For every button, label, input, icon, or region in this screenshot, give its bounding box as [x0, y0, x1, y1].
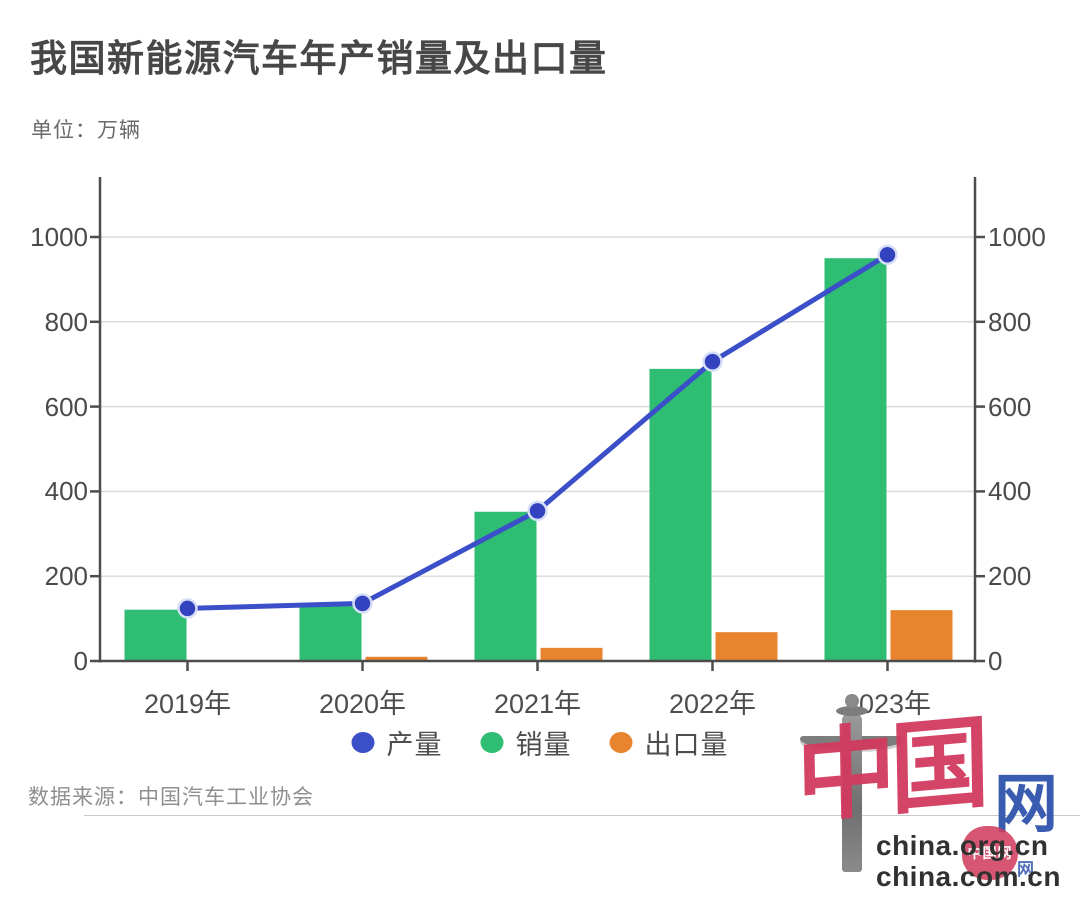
y-axis-label-right-1000: 1000	[988, 222, 1046, 252]
销量-bar-2022年[interactable]	[649, 368, 712, 661]
legend-label: 产量	[386, 730, 443, 760]
logo-domain-com: china.com.cn	[876, 861, 1061, 892]
出口量-bar-2020年[interactable]	[365, 656, 428, 661]
y-axis-label-right-400: 400	[988, 476, 1032, 507]
产量-point-2023年[interactable]	[877, 244, 898, 266]
huabiao-pillar-cap-icon	[836, 706, 868, 716]
legend-dot-icon	[351, 732, 375, 753]
data-source: 数据来源：中国汽车工业协会	[28, 786, 314, 809]
legend-dot-icon	[609, 732, 633, 753]
divider-line	[84, 815, 1080, 816]
产量-point-2021年[interactable]	[527, 500, 548, 522]
legend-dot-icon	[480, 732, 504, 753]
huabiao-pillar-icon	[842, 714, 862, 872]
出口量-bar-2021年[interactable]	[540, 647, 603, 661]
产量-point-2019年[interactable]	[177, 598, 198, 619]
销量-bar-2020年[interactable]	[299, 602, 362, 661]
产量-point-2020年[interactable]	[352, 593, 373, 614]
y-axis-label-right-800: 800	[988, 306, 1032, 337]
销量-bar-2019年[interactable]	[124, 609, 187, 661]
y-axis-label-left-400: 400	[44, 476, 88, 507]
出口量-bar-2022年[interactable]	[715, 632, 778, 661]
huabiao-pillar-knob-icon	[845, 694, 859, 708]
x-axis-label-2019年: 2019年	[143, 689, 232, 719]
y-axis-label-right-0: 0	[988, 646, 1003, 676]
y-axis-label-left-1000: 1000	[30, 222, 88, 252]
china-net-watermark: 中国 网 中国网 网 china.org.cn china.com.cn	[780, 694, 1080, 918]
legend-label: 出口量	[644, 730, 729, 760]
legend-item-销量[interactable]: 销量	[480, 723, 572, 762]
chart-title: 我国新能源汽车年产销量及出口量	[30, 38, 608, 79]
y-axis-label-left-600: 600	[44, 391, 88, 422]
y-axis-label-right-200: 200	[988, 561, 1032, 592]
产量-line[interactable]	[187, 252, 889, 611]
logo-zhongguo-calligraphy: 中国	[795, 706, 985, 836]
seal-mini-wang-character: 网	[1017, 860, 1034, 879]
销量-bar-2021年[interactable]	[474, 511, 537, 661]
logo-domain-org: china.org.cn	[876, 830, 1049, 861]
unit-label: 单位：万辆	[31, 119, 141, 142]
seal-text: 中国网	[967, 845, 1013, 861]
legend-item-产量[interactable]: 产量	[351, 723, 443, 762]
x-axis-label-2021年: 2021年	[493, 689, 582, 719]
y-axis-label-left-0: 0	[73, 646, 88, 676]
y-axis-label-right-600: 600	[988, 391, 1032, 422]
logo-red-seal-icon: 中国网 网	[962, 826, 1034, 880]
产量-point-2022年[interactable]	[702, 351, 723, 372]
legend-label: 销量	[515, 730, 572, 760]
logo-domains: china.org.cn china.com.cn	[876, 830, 1061, 892]
legend-item-出口量[interactable]: 出口量	[609, 723, 729, 762]
销量-bar-2023年[interactable]	[824, 258, 887, 661]
y-axis-label-left-800: 800	[44, 306, 88, 337]
x-axis-label-2020年: 2020年	[318, 689, 407, 719]
chart-legend: 产量 销量 出口量	[351, 723, 729, 762]
出口量-bar-2023年[interactable]	[890, 610, 953, 661]
x-axis-label-2022年: 2022年	[668, 689, 757, 719]
y-axis-label-left-200: 200	[44, 561, 88, 592]
logo-wang-character: 网	[994, 768, 1058, 840]
